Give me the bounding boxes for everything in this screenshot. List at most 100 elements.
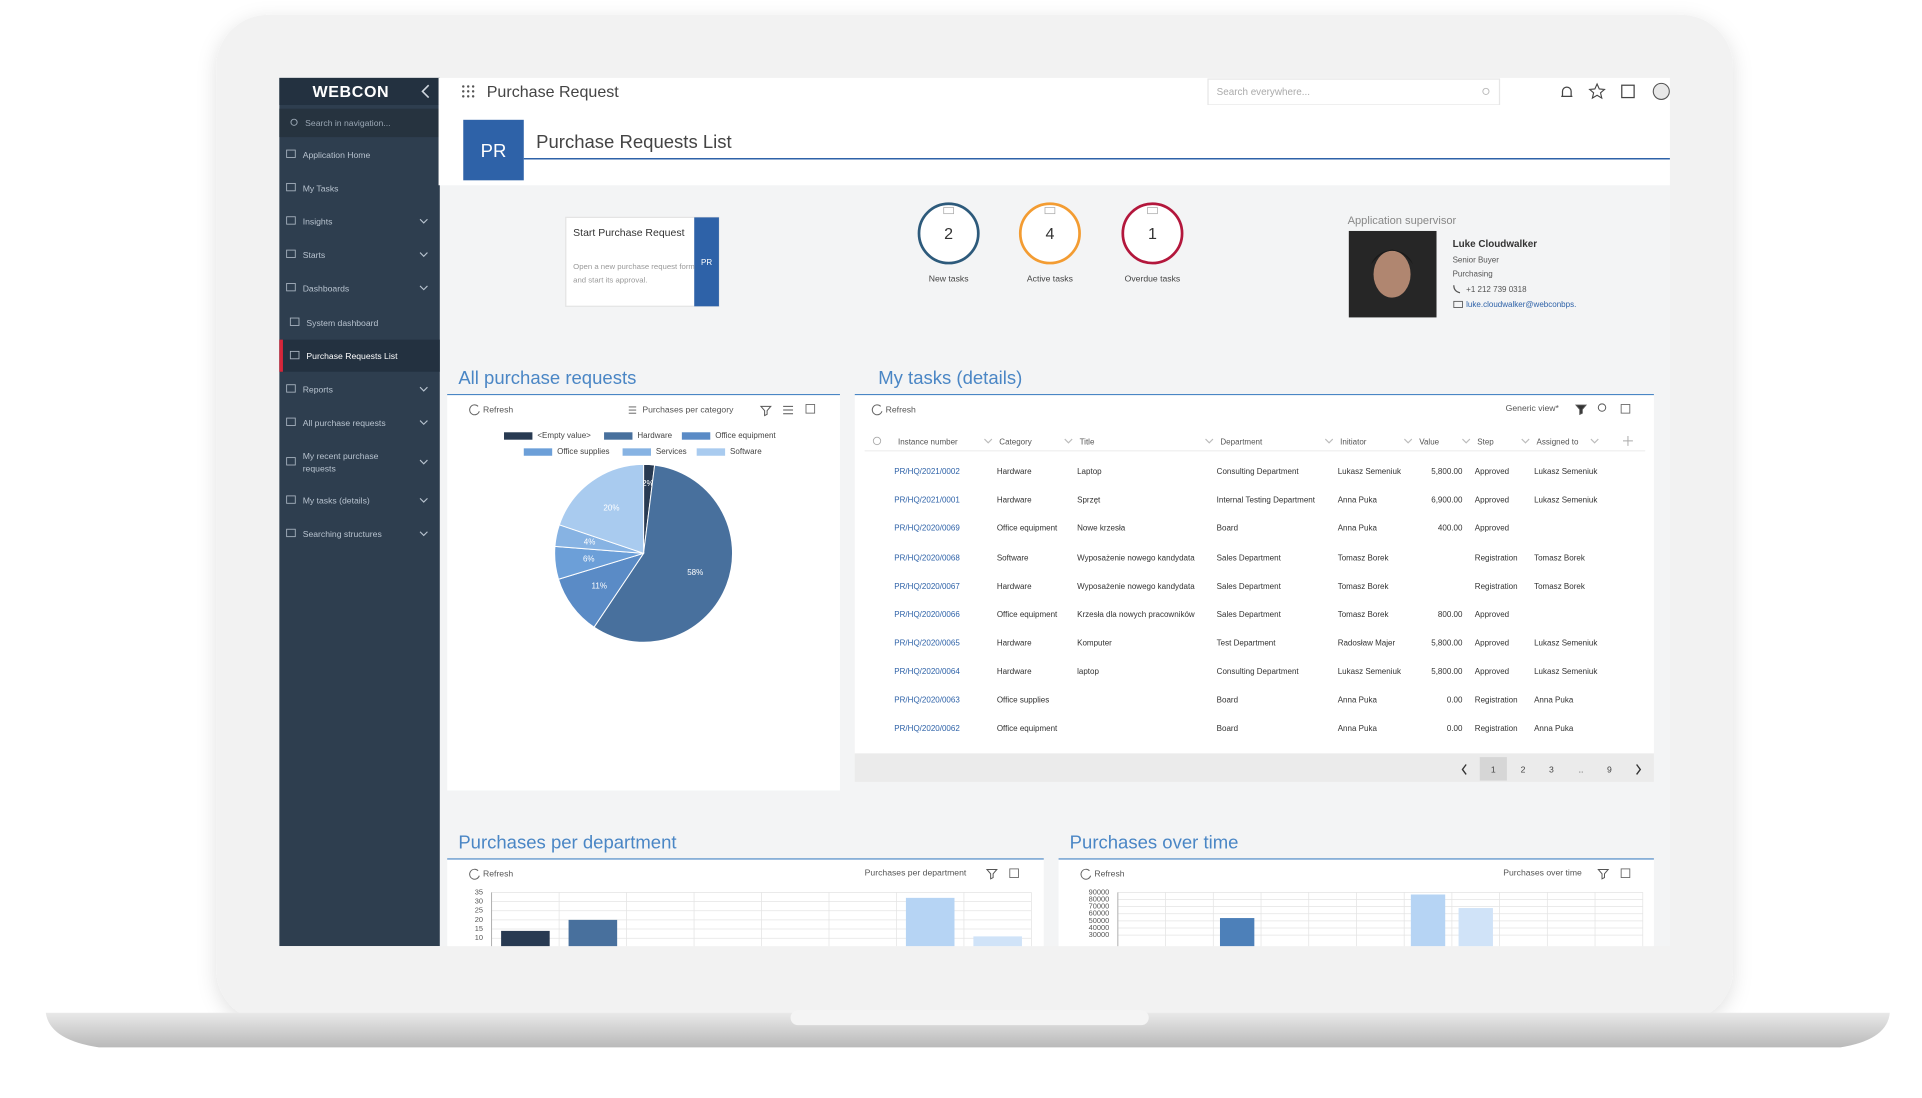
chevron-icon[interactable]	[419, 420, 428, 426]
refresh-icon[interactable]	[871, 404, 883, 416]
instance-link[interactable]: PR/HQ/2020/0066	[894, 610, 960, 619]
chevron-icon[interactable]	[1521, 438, 1530, 444]
nav-item[interactable]: All purchase requests	[303, 418, 386, 428]
nav-item[interactable]: My Tasks	[303, 183, 339, 193]
instance-link[interactable]: PR/HQ/2020/0067	[894, 582, 960, 591]
supervisor-email[interactable]: luke.cloudwalker@webconbps.	[1466, 300, 1576, 309]
legend-label[interactable]: Software	[730, 447, 762, 456]
column-header[interactable]: Step	[1477, 437, 1494, 446]
bar[interactable]	[1410, 894, 1446, 956]
instance-link[interactable]: PR/HQ/2020/0065	[894, 639, 960, 648]
column-header[interactable]: Department	[1220, 437, 1263, 446]
bar[interactable]	[568, 919, 618, 957]
chevron-icon[interactable]	[1404, 438, 1413, 444]
chevron-icon[interactable]	[984, 438, 993, 444]
refresh-button[interactable]: Refresh	[1094, 869, 1124, 879]
column-header[interactable]: Category	[999, 437, 1032, 446]
pie-slice[interactable]	[558, 463, 645, 555]
bell-icon[interactable]	[1561, 86, 1573, 97]
expand-icon[interactable]	[1009, 868, 1019, 878]
chevron-icon[interactable]	[1205, 438, 1214, 444]
collapse-icon[interactable]	[421, 84, 430, 99]
chart-view-selector[interactable]: Purchases over time	[1503, 867, 1582, 877]
bar[interactable]	[1219, 918, 1255, 957]
chevron-icon[interactable]	[419, 497, 428, 503]
page-number[interactable]: 9	[1607, 764, 1612, 774]
star-icon[interactable]	[1588, 82, 1606, 100]
nav-item[interactable]: Searching structures	[303, 529, 382, 539]
expand-icon[interactable]	[1620, 868, 1631, 878]
add-column-icon[interactable]	[1623, 435, 1633, 446]
filter-icon[interactable]	[1597, 869, 1610, 880]
nav-search[interactable]	[279, 108, 440, 138]
chart-view-selector[interactable]: Purchases per department	[865, 867, 967, 877]
list-icon[interactable]	[783, 405, 794, 415]
chevron-icon[interactable]	[419, 386, 428, 392]
nav-item[interactable]: Reports	[303, 385, 333, 395]
pie-slice[interactable]	[593, 464, 733, 643]
nav-item[interactable]: Starts	[303, 250, 326, 260]
refresh-icon[interactable]	[1080, 868, 1092, 880]
nav-item[interactable]: Dashboards	[303, 283, 350, 293]
legend-label[interactable]: <Empty value>	[537, 431, 591, 440]
chevron-icon[interactable]	[1590, 438, 1599, 444]
instance-link[interactable]: PR/HQ/2020/0063	[894, 695, 960, 704]
column-header[interactable]: Value	[1419, 437, 1439, 446]
refresh-button[interactable]: Refresh	[886, 404, 916, 414]
board-icon[interactable]	[1621, 84, 1635, 99]
instance-link[interactable]: PR/HQ/2021/0001	[894, 495, 960, 504]
page-number[interactable]: 2	[1521, 764, 1526, 774]
chevron-icon[interactable]	[1064, 438, 1073, 444]
user-icon[interactable]	[1652, 82, 1670, 100]
instance-link[interactable]: PR/HQ/2020/0062	[894, 724, 960, 733]
chevron-icon[interactable]	[1324, 438, 1334, 444]
nav-item[interactable]: System dashboard	[306, 318, 378, 328]
nav-item[interactable]: Insights	[303, 217, 333, 227]
column-header[interactable]: Initiator	[1340, 437, 1367, 446]
legend-label[interactable]: Services	[656, 447, 687, 456]
apps-icon[interactable]	[462, 85, 475, 98]
view-selector[interactable]: Generic view*	[1506, 403, 1560, 413]
column-header[interactable]: Title	[1080, 437, 1095, 446]
list-icon[interactable]	[628, 406, 637, 414]
counter-ring[interactable]	[1018, 202, 1081, 265]
filter-icon[interactable]	[985, 869, 998, 880]
chevron-icon[interactable]	[419, 285, 428, 291]
filter-icon[interactable]	[1575, 404, 1588, 416]
column-header[interactable]: Assigned to	[1537, 437, 1579, 446]
instance-link[interactable]: PR/HQ/2020/0068	[894, 553, 960, 562]
page-number[interactable]: 1	[1491, 764, 1496, 774]
instance-link[interactable]: PR/HQ/2020/0064	[894, 667, 960, 676]
page-number[interactable]: ..	[1579, 764, 1584, 774]
page-prev[interactable]	[1461, 764, 1467, 775]
nav-item[interactable]: My recent purchase requests	[303, 451, 381, 473]
chevron-icon[interactable]	[419, 531, 428, 537]
counter-ring[interactable]	[917, 202, 980, 265]
expand-icon[interactable]	[1620, 404, 1631, 414]
column-header[interactable]: Instance number	[898, 437, 958, 446]
bar[interactable]	[973, 936, 1022, 956]
legend-label[interactable]: Office supplies	[557, 447, 609, 456]
refresh-icon[interactable]	[469, 868, 480, 880]
counter-ring[interactable]	[1121, 202, 1184, 265]
search-icon[interactable]	[1597, 403, 1607, 412]
chevron-icon[interactable]	[419, 459, 428, 465]
bar[interactable]	[501, 930, 550, 957]
bar[interactable]	[905, 897, 955, 957]
chevron-icon[interactable]	[419, 252, 428, 258]
select-all[interactable]	[872, 436, 882, 446]
page-number[interactable]: 3	[1549, 764, 1554, 774]
page-next[interactable]	[1636, 764, 1642, 775]
instance-link[interactable]: PR/HQ/2021/0002	[894, 467, 960, 476]
filter-icon[interactable]	[759, 405, 772, 417]
instance-link[interactable]: PR/HQ/2020/0069	[894, 524, 960, 533]
bar[interactable]	[1458, 908, 1493, 957]
expand-icon[interactable]	[805, 404, 816, 414]
refresh-icon[interactable]	[469, 404, 480, 416]
legend-label[interactable]: Office equipment	[715, 431, 776, 440]
chart-view-selector[interactable]: Purchases per category	[642, 404, 734, 414]
nav-item[interactable]: My tasks (details)	[303, 496, 370, 506]
nav-item[interactable]: Purchase Requests List	[306, 351, 398, 361]
chevron-icon[interactable]	[419, 218, 428, 224]
legend-label[interactable]: Hardware	[637, 431, 672, 440]
